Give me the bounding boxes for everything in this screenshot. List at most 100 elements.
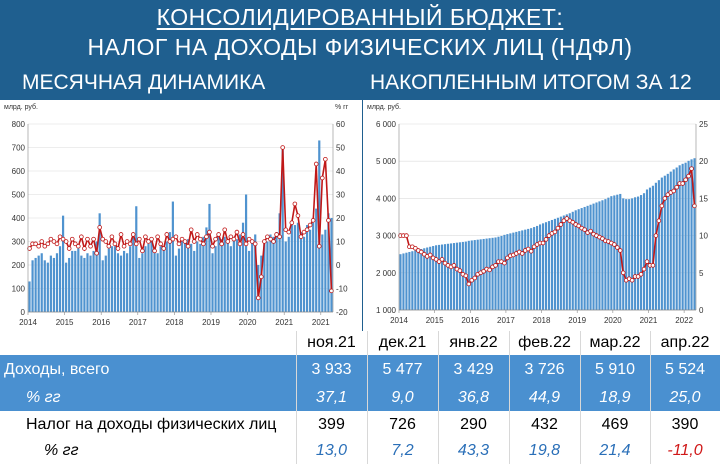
bar — [190, 243, 193, 312]
y-left-unit: млрд. руб. — [367, 103, 401, 111]
growth-point — [304, 227, 310, 233]
growth-point — [552, 229, 558, 235]
table-cell: 37,1 — [315, 388, 348, 406]
bar — [449, 243, 453, 310]
bar — [598, 201, 601, 310]
y-right-tick-label: 5 — [699, 269, 704, 278]
table-cell: 432 — [531, 415, 558, 433]
growth-point — [689, 166, 694, 171]
bar — [132, 236, 135, 312]
bar — [458, 242, 461, 310]
growth-point — [228, 234, 234, 240]
y-left-tick-label: 3 000 — [376, 232, 397, 241]
growth-point — [301, 229, 307, 235]
bar — [281, 149, 284, 312]
bar — [107, 248, 110, 312]
bar — [205, 227, 208, 312]
y-left-tick-label: 6 000 — [376, 120, 397, 129]
bar — [156, 253, 159, 312]
growth-point — [543, 237, 549, 242]
table-cell: 18,9 — [599, 388, 631, 406]
growth-point — [404, 233, 409, 238]
col-header: ноя.21 — [307, 334, 356, 351]
y-left-tick-label: 500 — [12, 191, 26, 200]
bar — [613, 195, 616, 310]
growth-point — [237, 241, 243, 247]
column-divider — [580, 331, 581, 464]
bar — [631, 198, 634, 310]
y-left-tick-label: 4 000 — [376, 194, 397, 203]
bar — [515, 231, 518, 310]
bar — [642, 193, 646, 310]
bar — [637, 196, 640, 310]
growth-point — [680, 181, 685, 186]
bar — [241, 222, 245, 312]
growth-point — [576, 223, 581, 229]
growth-point — [225, 239, 231, 244]
bar — [80, 255, 83, 312]
growth-point — [442, 260, 448, 266]
bar — [580, 208, 583, 310]
growth-point — [137, 236, 142, 242]
bar — [438, 244, 441, 310]
col-header: фев.22 — [518, 334, 571, 351]
y-left-tick-label: 400 — [12, 214, 26, 223]
growth-point — [210, 243, 215, 249]
growth-point — [650, 263, 656, 268]
growth-point — [198, 236, 203, 242]
growth-point — [570, 219, 576, 225]
x-tick-label: 2014 — [19, 318, 37, 327]
y-right-tick-label: 20 — [336, 214, 345, 223]
bar — [177, 248, 181, 312]
bar — [110, 246, 113, 312]
table-cell: 21,4 — [599, 442, 631, 459]
bar — [455, 242, 458, 310]
bar — [565, 214, 568, 310]
bar — [162, 248, 165, 312]
bar — [251, 241, 254, 312]
growth-point — [641, 266, 647, 272]
growth-point — [271, 239, 276, 244]
bar — [266, 241, 269, 312]
row-label: % гг — [44, 442, 79, 459]
growth-point — [118, 232, 124, 237]
table-cell: 3 429 — [453, 360, 494, 378]
growth-point — [155, 234, 160, 240]
bar — [648, 187, 652, 310]
bar — [122, 250, 126, 312]
col-header: янв.22 — [449, 334, 498, 351]
growth-point — [656, 218, 662, 224]
bar — [174, 255, 178, 312]
growth-point — [564, 216, 570, 221]
bar — [260, 255, 263, 312]
bar — [55, 253, 59, 312]
bar — [482, 238, 485, 310]
growth-point — [665, 192, 671, 197]
growth-point — [644, 259, 650, 264]
growth-point — [106, 243, 112, 249]
growth-point — [124, 239, 130, 244]
table-cell: 13,0 — [315, 442, 348, 459]
bar — [568, 213, 571, 310]
bar — [116, 253, 120, 312]
bar — [610, 196, 613, 310]
growth-point — [115, 246, 121, 251]
y-right-tick-label: 50 — [336, 144, 345, 153]
growth-point — [176, 241, 182, 247]
bar — [235, 239, 239, 312]
bar — [693, 158, 696, 310]
growth-point — [274, 232, 279, 237]
growth-point — [33, 241, 38, 247]
bar — [95, 241, 98, 312]
growth-point — [289, 220, 295, 225]
bar — [672, 169, 675, 310]
table-cell: 390 — [671, 415, 699, 433]
table-cell: 3 933 — [311, 360, 352, 378]
bar — [104, 255, 107, 312]
bar — [423, 248, 426, 310]
bar — [539, 224, 542, 310]
bar — [530, 228, 533, 310]
y-right-tick-label: 60 — [336, 120, 345, 129]
y-left-tick-label: 0 — [21, 308, 26, 317]
growth-point — [76, 243, 81, 249]
